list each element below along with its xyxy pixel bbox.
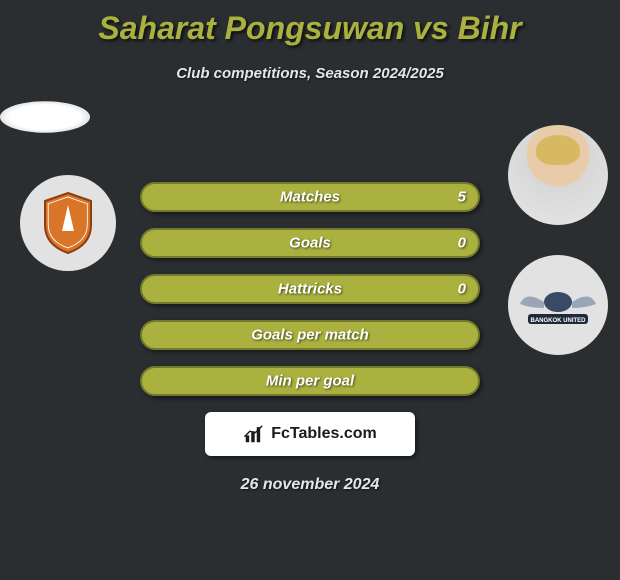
stat-label: Hattricks <box>278 281 342 298</box>
stat-value-right: 0 <box>458 281 466 298</box>
page-title: Saharat Pongsuwan vs Bihr <box>0 0 620 47</box>
stat-label: Min per goal <box>266 373 354 390</box>
chart-icon <box>243 423 265 445</box>
stat-row: Hattricks 0 <box>140 274 480 304</box>
date-label: 26 november 2024 <box>0 476 620 494</box>
stat-label: Goals <box>289 235 331 252</box>
brand-label: FcTables.com <box>271 425 377 443</box>
subtitle: Club competitions, Season 2024/2025 <box>0 65 620 82</box>
brand-box[interactable]: FcTables.com <box>205 412 415 456</box>
stat-list: Matches 5 Goals 0 Hattricks 0 Goals per … <box>140 182 480 396</box>
stat-value-right: 5 <box>458 189 466 206</box>
stat-row: Goals 0 <box>140 228 480 258</box>
stat-row: Min per goal <box>140 366 480 396</box>
stat-label: Goals per match <box>251 327 369 344</box>
player-left-avatar <box>0 101 90 133</box>
stat-row: Matches 5 <box>140 182 480 212</box>
stat-value-right: 0 <box>458 235 466 252</box>
stat-row: Goals per match <box>140 320 480 350</box>
stat-label: Matches <box>280 189 340 206</box>
